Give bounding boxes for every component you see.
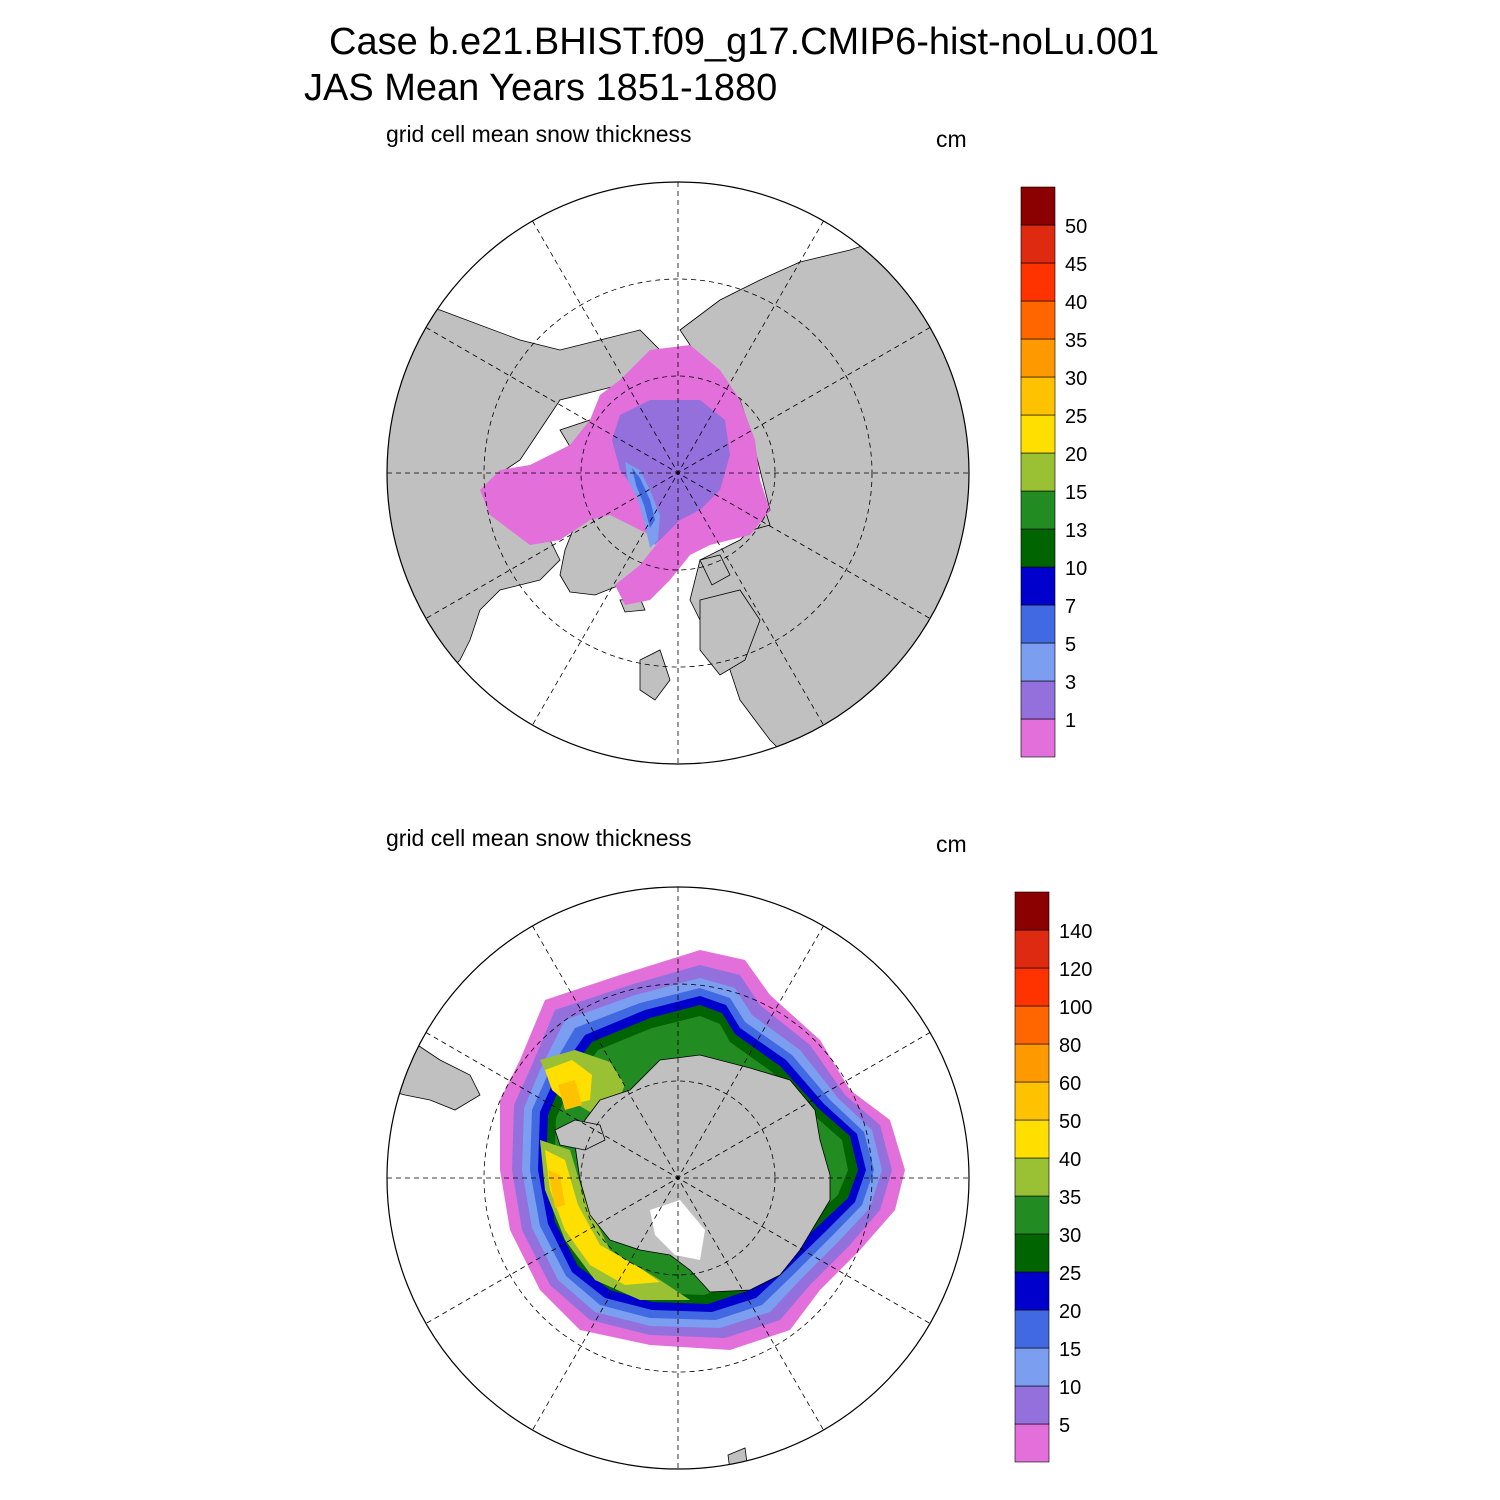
colorbar-box: [1020, 300, 1056, 340]
colorbar-tick-label: 3: [1065, 672, 1076, 694]
colorbar-box: [1020, 262, 1056, 302]
south-land-antarctica: [574, 1054, 831, 1293]
south-graticule: [387, 887, 969, 1469]
colorbar-box: [1020, 452, 1056, 492]
north-variable-label: grid cell mean snow thickness: [386, 121, 692, 147]
colorbar-tick-label: 10: [1065, 558, 1087, 580]
colorbar-box: [1020, 566, 1056, 606]
colorbar-tick-label: 5: [1059, 1415, 1070, 1437]
south-variable-label: grid cell mean snow thickness: [386, 825, 692, 851]
south-map-border: [386, 886, 970, 1470]
north-snow-5-10cm: [632, 468, 655, 528]
colorbar-box: [1020, 680, 1056, 720]
colorbar-tick-label: 7: [1065, 596, 1076, 618]
south-polar-map: [386, 886, 970, 1470]
colorbar-tick-label: 25: [1059, 1263, 1081, 1285]
colorbar-tick-label: 50: [1059, 1111, 1081, 1133]
colorbar-tick-label: 35: [1065, 330, 1087, 352]
colorbar-tick-label: 40: [1059, 1149, 1081, 1171]
colorbar-tick-label: 30: [1065, 368, 1087, 390]
colorbar-box: [1014, 1005, 1050, 1045]
north-map-border: [386, 181, 970, 765]
south-snow-50-60cm-weddell: [558, 1080, 582, 1110]
south-units-label: cm: [936, 831, 967, 857]
colorbar-tick-label: 100: [1059, 997, 1092, 1019]
colorbar-box: [1014, 1423, 1050, 1463]
colorbar-box: [1020, 528, 1056, 568]
colorbar-box: [1020, 604, 1056, 644]
south-snow-40-50cm-amundsen: [545, 1150, 660, 1285]
colorbar-box: [1014, 929, 1050, 969]
colorbar-tick-label: 35: [1059, 1187, 1081, 1209]
colorbar-box: [1014, 967, 1050, 1007]
colorbar-tick-label: 15: [1065, 482, 1087, 504]
north-polar-map: [386, 181, 970, 765]
colorbar-box: [1020, 490, 1056, 530]
colorbar-box: [1014, 1385, 1050, 1425]
colorbar-tick-label: 25: [1065, 406, 1087, 428]
colorbar-tick-label: 60: [1059, 1073, 1081, 1095]
north-snow-1-3cm: [612, 400, 730, 545]
colorbar-tick-label: 45: [1065, 254, 1087, 276]
south-land-antarctic-peninsula: [554, 1119, 606, 1151]
colorbar-tick-label: 120: [1059, 959, 1092, 981]
colorbar-tick-label: 13: [1065, 520, 1087, 542]
colorbar-box: [1014, 1119, 1050, 1159]
colorbar-box: [1014, 1347, 1050, 1387]
colorbar-tick-label: 20: [1059, 1301, 1081, 1323]
colorbar-box: [1020, 224, 1056, 264]
south-snow-35-40cm-amundsen: [540, 1140, 690, 1300]
colorbar-box: [1014, 1233, 1050, 1273]
north-graticule: [387, 182, 969, 764]
colorbar-box: [1014, 1081, 1050, 1121]
colorbar-tick-label: 50: [1065, 216, 1087, 238]
colorbar-tick-label: 140: [1059, 921, 1092, 943]
north-snow-3-5cm: [625, 462, 660, 548]
colorbar-box: [1020, 376, 1056, 416]
colorbar-box: [1020, 414, 1056, 454]
colorbar-box: [1020, 718, 1056, 758]
colorbar-box: [1014, 1043, 1050, 1083]
colorbar-tick-label: 10: [1059, 1377, 1081, 1399]
colorbar-box: [1020, 642, 1056, 682]
colorbar-tick-label: 20: [1065, 444, 1087, 466]
colorbar-box: [1020, 338, 1056, 378]
colorbar-tick-label: 15: [1059, 1339, 1081, 1361]
south-ross-ice-shelf: [650, 1200, 705, 1260]
south-snow-50-60cm-amundsen: [548, 1170, 565, 1208]
colorbar-box: [1014, 1157, 1050, 1197]
colorbar-box: [1014, 1195, 1050, 1235]
north-units-label: cm: [936, 126, 967, 152]
colorbar-tick-label: 30: [1059, 1225, 1081, 1247]
colorbar-box: [1020, 186, 1056, 226]
south-colorbar: 5 10 15 20 25 30 35 40 50 60 80 100 120 140: [1014, 891, 1092, 1463]
figure-title-period: JAS Mean Years 1851-1880: [304, 67, 778, 109]
colorbar-box: [1014, 1309, 1050, 1349]
colorbar-box: [1014, 1271, 1050, 1311]
colorbar-tick-label: 40: [1065, 292, 1087, 314]
colorbar-box: [1014, 891, 1050, 931]
figure-title-case: Case b.e21.BHIST.f09_g17.CMIP6-hist-noLu…: [329, 21, 1160, 63]
colorbar-tick-label: 5: [1065, 634, 1076, 656]
colorbar-tick-label: 1: [1065, 710, 1076, 732]
colorbar-tick-label: 80: [1059, 1035, 1081, 1057]
